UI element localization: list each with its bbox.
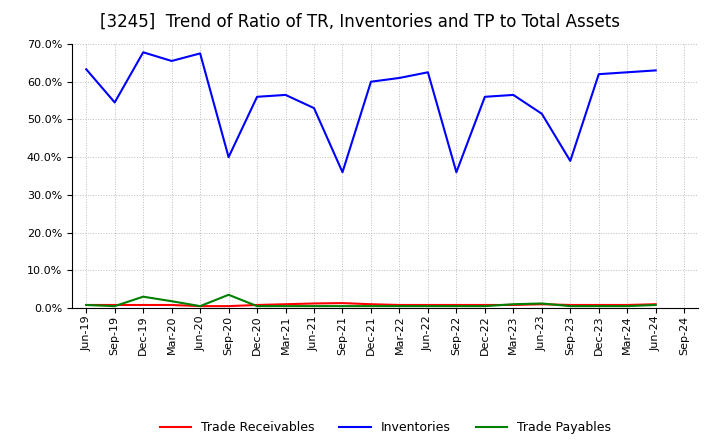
Trade Payables [509, 301, 518, 307]
Inventories [452, 169, 461, 175]
Trade Receivables [366, 301, 375, 307]
Trade Payables [595, 304, 603, 309]
Trade Receivables [566, 302, 575, 308]
Trade Payables [196, 304, 204, 309]
Trade Receivables [537, 301, 546, 307]
Trade Receivables [623, 302, 631, 308]
Trade Payables [253, 304, 261, 309]
Trade Payables [423, 304, 432, 309]
Trade Payables [282, 304, 290, 309]
Line: Trade Receivables: Trade Receivables [86, 303, 656, 306]
Trade Payables [623, 304, 631, 309]
Trade Receivables [253, 302, 261, 308]
Inventories [480, 94, 489, 99]
Inventories [395, 75, 404, 81]
Trade Payables [338, 304, 347, 309]
Line: Inventories: Inventories [86, 52, 656, 172]
Trade Payables [139, 294, 148, 299]
Trade Payables [225, 292, 233, 297]
Trade Receivables [310, 301, 318, 306]
Inventories [623, 70, 631, 75]
Trade Payables [110, 304, 119, 309]
Trade Payables [395, 304, 404, 309]
Inventories [509, 92, 518, 98]
Trade Payables [167, 299, 176, 304]
Trade Receivables [167, 302, 176, 308]
Inventories [366, 79, 375, 84]
Trade Payables [537, 301, 546, 306]
Trade Receivables [338, 301, 347, 306]
Inventories [652, 68, 660, 73]
Trade Payables [566, 304, 575, 309]
Inventories [566, 158, 575, 164]
Inventories [196, 51, 204, 56]
Inventories [82, 66, 91, 72]
Inventories [110, 100, 119, 105]
Text: [3245]  Trend of Ratio of TR, Inventories and TP to Total Assets: [3245] Trend of Ratio of TR, Inventories… [100, 13, 620, 31]
Line: Trade Payables: Trade Payables [86, 295, 656, 306]
Trade Receivables [509, 302, 518, 308]
Inventories [167, 59, 176, 64]
Trade Receivables [196, 304, 204, 309]
Trade Receivables [110, 302, 119, 308]
Trade Receivables [82, 302, 91, 308]
Trade Payables [366, 304, 375, 309]
Trade Payables [652, 302, 660, 308]
Trade Payables [452, 304, 461, 309]
Inventories [282, 92, 290, 98]
Inventories [225, 154, 233, 160]
Inventories [595, 72, 603, 77]
Trade Receivables [395, 302, 404, 308]
Trade Payables [310, 304, 318, 309]
Legend: Trade Receivables, Inventories, Trade Payables: Trade Receivables, Inventories, Trade Pa… [155, 416, 616, 439]
Trade Receivables [452, 302, 461, 308]
Trade Receivables [480, 302, 489, 308]
Trade Receivables [139, 302, 148, 308]
Inventories [423, 70, 432, 75]
Inventories [537, 111, 546, 117]
Inventories [310, 106, 318, 111]
Trade Receivables [595, 302, 603, 308]
Trade Receivables [282, 301, 290, 307]
Inventories [338, 169, 347, 175]
Trade Receivables [225, 304, 233, 309]
Inventories [253, 94, 261, 99]
Trade Receivables [652, 301, 660, 307]
Trade Payables [82, 302, 91, 308]
Inventories [139, 50, 148, 55]
Trade Receivables [423, 302, 432, 308]
Trade Payables [480, 304, 489, 309]
